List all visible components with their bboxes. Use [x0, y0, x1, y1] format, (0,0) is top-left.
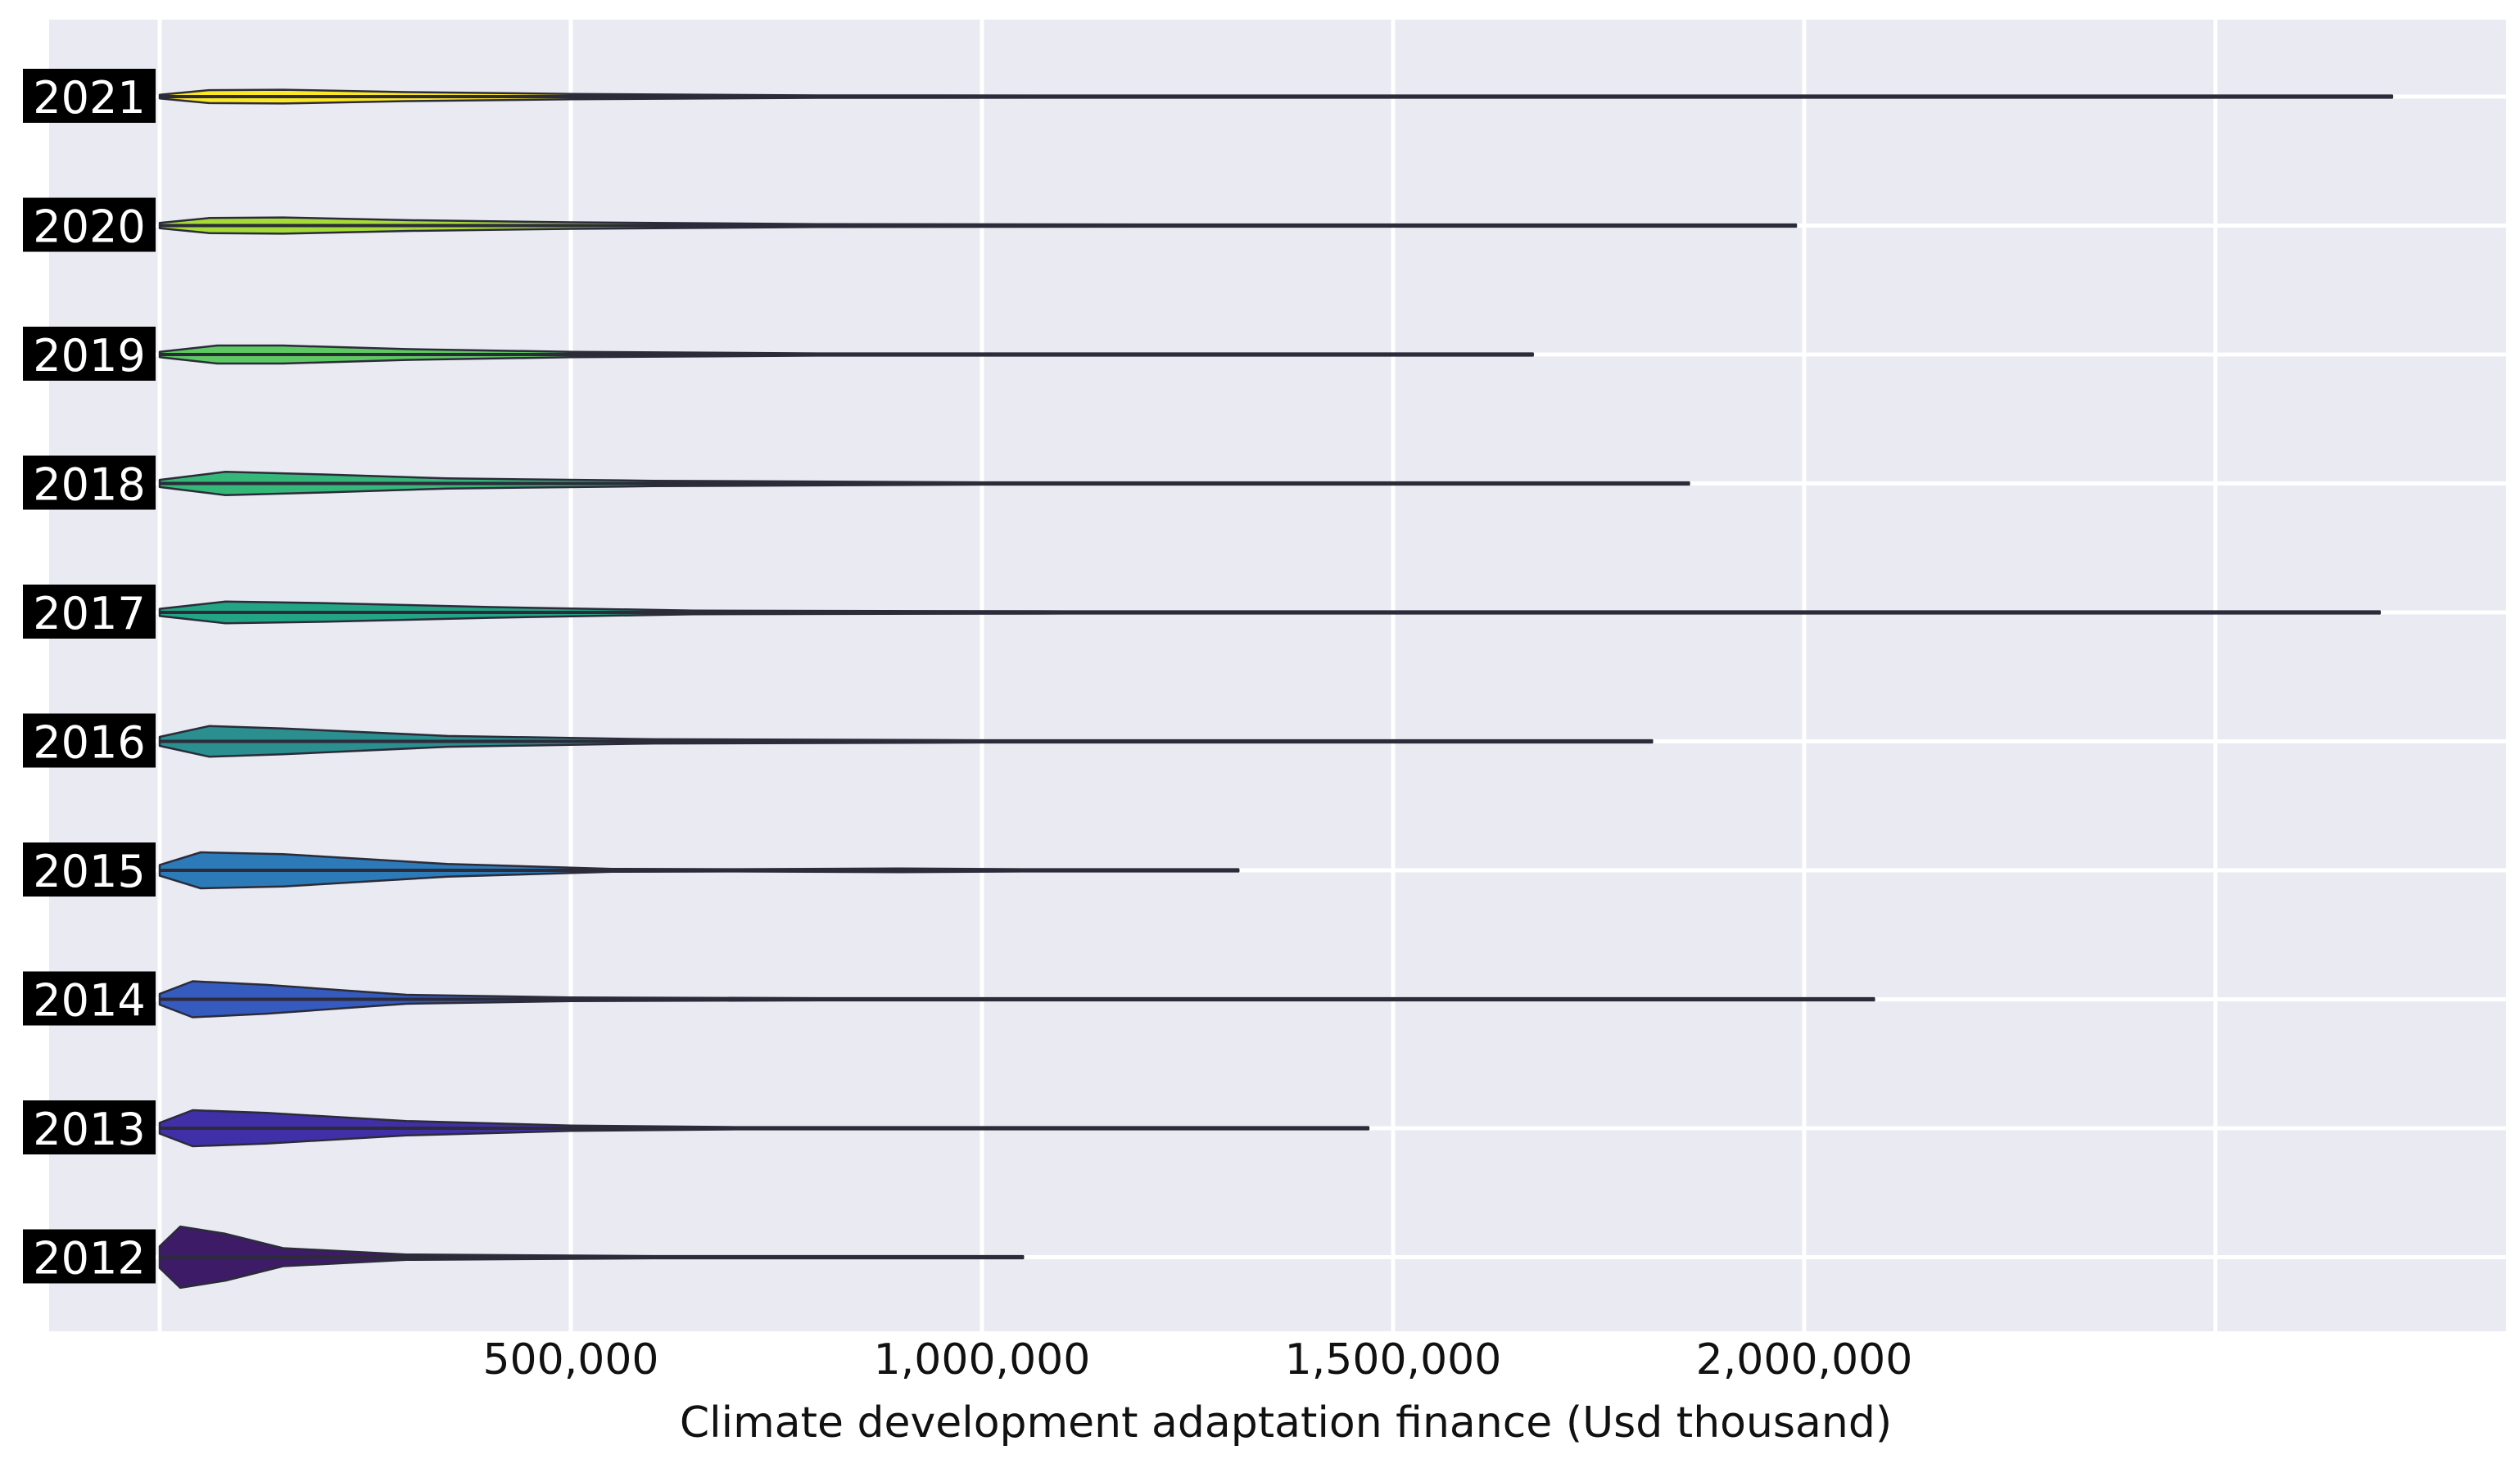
- x-tick-label: 1,500,000: [1285, 1335, 1502, 1384]
- year-label-2015: 2015: [23, 842, 156, 897]
- x-tick-label: 1,000,000: [874, 1335, 1091, 1384]
- year-label-2014: 2014: [23, 971, 156, 1027]
- year-label-2016: 2016: [23, 713, 156, 769]
- year-label-box: [23, 327, 156, 381]
- year-label-box: [23, 1229, 156, 1284]
- year-label-2020: 2020: [23, 197, 156, 253]
- year-label-2013: 2013: [23, 1100, 156, 1155]
- year-label-text: 2019: [33, 330, 145, 382]
- year-label-box: [23, 585, 156, 639]
- year-label-box: [23, 713, 156, 768]
- year-label-text: 2016: [33, 717, 145, 769]
- year-label-box: [23, 842, 156, 897]
- plot-background: [49, 20, 2506, 1331]
- x-tick-label: 2,000,000: [1696, 1335, 1913, 1384]
- year-label-text: 2020: [33, 201, 145, 253]
- year-label-text: 2017: [33, 588, 145, 639]
- x-tick-labels: 500,000 1,000,000 1,500,000 2,000,000: [482, 1335, 1912, 1384]
- year-label-box: [23, 455, 156, 510]
- year-label-text: 2014: [33, 975, 145, 1027]
- year-label-text: 2018: [33, 459, 145, 511]
- year-label-box: [23, 971, 156, 1026]
- year-label-text: 2012: [33, 1233, 145, 1285]
- year-label-2017: 2017: [23, 585, 156, 639]
- year-label-text: 2015: [33, 846, 145, 897]
- x-axis-title: Climate development adaptation finance (…: [680, 1398, 1892, 1448]
- year-label-text: 2021: [33, 72, 145, 124]
- year-label-box: [23, 1100, 156, 1154]
- year-label-2019: 2019: [23, 327, 156, 382]
- year-labels: 2021 2020 2019 2018 2017 2016 2015 2014 2013 2012: [23, 69, 156, 1285]
- x-tick-label: 500,000: [482, 1335, 658, 1384]
- year-label-2021: 2021: [23, 69, 156, 124]
- violins: [158, 88, 2394, 1290]
- year-label-2018: 2018: [23, 455, 156, 511]
- year-label-text: 2013: [33, 1104, 145, 1155]
- year-label-2012: 2012: [23, 1229, 156, 1285]
- year-label-box: [23, 197, 156, 252]
- year-label-box: [23, 69, 156, 123]
